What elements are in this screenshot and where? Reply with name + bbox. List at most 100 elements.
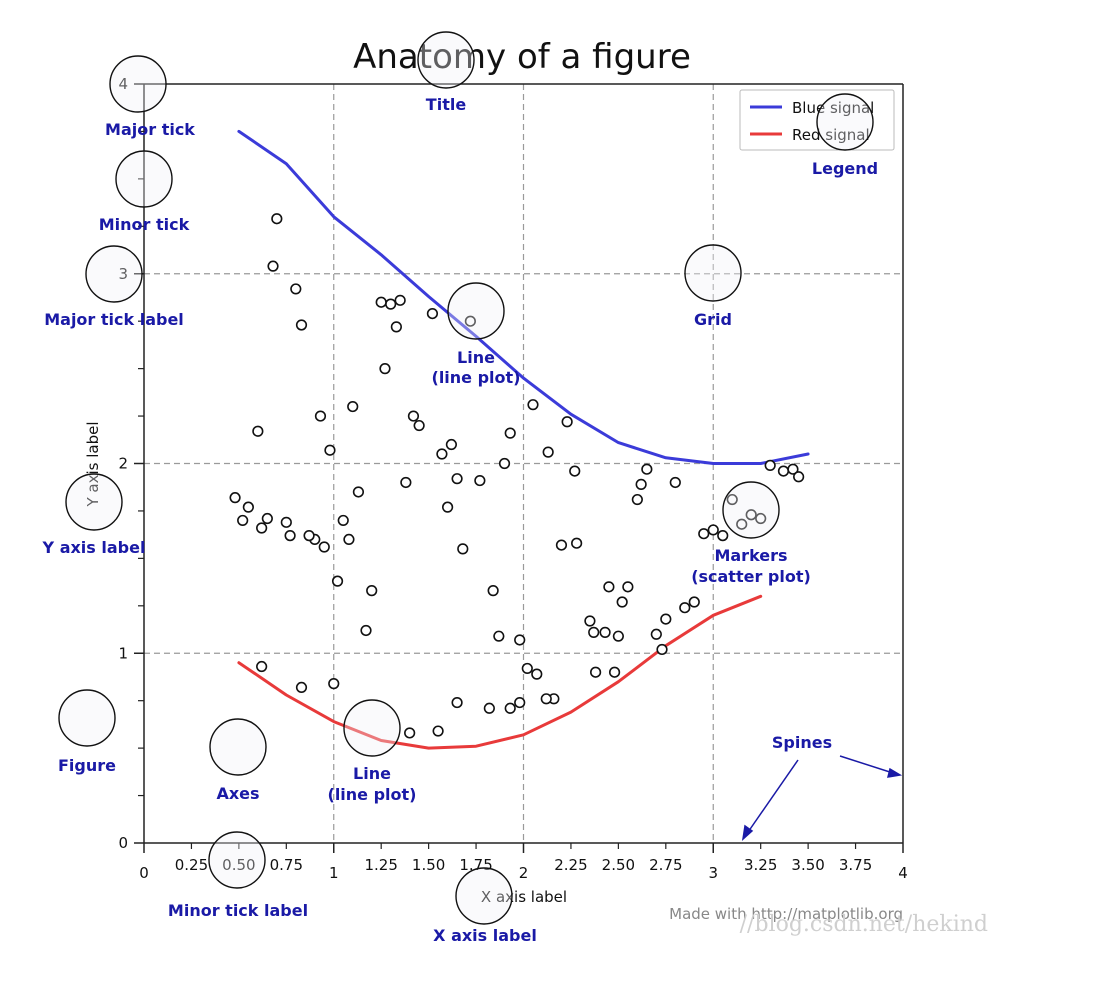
- scatter-point: [483, 702, 495, 714]
- scatter-point: [590, 666, 602, 678]
- annotation-major-tick: Major tick: [105, 120, 195, 139]
- annotation-line-upper-1: Line: [457, 348, 495, 367]
- scatter-point: [698, 528, 710, 540]
- annotation-circles: [58, 31, 874, 925]
- scatter-point: [451, 696, 463, 709]
- scatter-point: [284, 530, 296, 542]
- scatter-point: [656, 643, 668, 656]
- markers-circle: [722, 481, 780, 539]
- scatter-point: [487, 585, 499, 597]
- scatter-point: [366, 585, 378, 597]
- scatter-point: [717, 530, 729, 542]
- scatter-point: [787, 463, 799, 475]
- watermark-text: //blog.csdn.net/hekind: [740, 912, 988, 937]
- y-axis-label: Y axis label: [84, 421, 102, 507]
- x-minor-tick-label: 3.75: [839, 856, 872, 874]
- scatter-point: [599, 626, 611, 638]
- x-minor-tick-label: 2.75: [649, 856, 682, 874]
- scatter-point: [464, 315, 476, 327]
- scatter-point: [521, 662, 533, 675]
- scatter-point: [256, 522, 268, 534]
- scatter-point: [404, 727, 416, 739]
- scatter-point: [347, 400, 359, 413]
- annotation-line-lower-1: Line: [353, 764, 391, 783]
- scatter-point: [474, 474, 486, 487]
- scatter-point: [407, 410, 420, 422]
- scatter-point: [555, 539, 568, 551]
- scatter-point: [331, 575, 344, 587]
- scatter-point: [569, 465, 581, 477]
- x-minor-tick-label: 0.75: [270, 856, 303, 874]
- x-axis-label-circle: [455, 867, 513, 925]
- x-minor-tick-label: 3.50: [791, 856, 824, 874]
- x-minor-tick-label: 2.25: [554, 856, 587, 874]
- scatter-point: [360, 624, 372, 637]
- x-minor-tick-label: 1.75: [459, 856, 492, 874]
- spines-arrowhead-right: [886, 767, 903, 778]
- scatter-point: [542, 446, 554, 458]
- scatter-point: [707, 524, 719, 536]
- tick-labels: 0 1 2 3 4 0.25 0.50 0.75 1.25 1.50 1.75 2.25 2.50 2.7…: [118, 75, 907, 882]
- legend-circle: [816, 93, 874, 151]
- scatter-point: [295, 319, 308, 331]
- annotation-minor-tick-label: Minor tick label: [168, 901, 308, 920]
- major-tick-circle: [109, 55, 167, 113]
- spines-arrow-right: [839, 755, 897, 775]
- scatter-point: [531, 668, 543, 680]
- scatter-point: [271, 213, 283, 225]
- scatter-point: [608, 666, 621, 678]
- scatter-point: [793, 471, 805, 483]
- scatter-point: [432, 725, 444, 737]
- x-major-tick-label: 0: [139, 864, 149, 882]
- legend-red-label: Red signal: [792, 126, 870, 144]
- annotation-grid: Grid: [694, 310, 732, 329]
- annotation-spines: Spines: [772, 733, 832, 752]
- chart-title: Anatomy of a figure: [353, 37, 691, 77]
- tick-marks: [134, 83, 904, 853]
- x-minor-tick-label: 3.25: [744, 856, 777, 874]
- scatter-point: [390, 321, 402, 333]
- scatter-point: [504, 427, 516, 439]
- scatter-point: [650, 628, 662, 640]
- scatter-point: [603, 581, 615, 593]
- scatter-point: [571, 537, 583, 549]
- spines-arrow-left: [745, 759, 799, 836]
- series-line-0: [237, 129, 810, 465]
- scatter-point: [290, 283, 302, 295]
- scatter-point: [237, 514, 249, 527]
- x-major-tick-label: 4: [898, 864, 908, 882]
- x-minor-tick-label: 1.25: [364, 856, 397, 874]
- scatter-point: [256, 660, 268, 673]
- x-minor-tick-label: 0.25: [175, 856, 208, 874]
- x-major-tick-label: 2: [519, 864, 529, 882]
- scatter-point: [303, 530, 315, 542]
- scatter-point: [777, 465, 790, 477]
- scatter-point: [493, 630, 505, 642]
- scatter-point: [413, 419, 425, 432]
- y-major-tick-label: 2: [118, 455, 128, 473]
- scatter-point: [328, 678, 340, 690]
- x-minor-tick-label: 2.50: [602, 856, 635, 874]
- scatter-point: [504, 702, 516, 714]
- annotation-line-lower-2: (line plot): [328, 785, 417, 804]
- scatter-point: [252, 425, 264, 437]
- annotation-figure: Figure: [58, 756, 116, 775]
- scatter-point: [679, 602, 691, 614]
- scatter-point: [436, 448, 448, 460]
- scatter-point: [755, 512, 767, 525]
- y-axis-label-circle: [65, 473, 123, 531]
- scatter-point: [498, 457, 511, 470]
- annotation-minor-tick: Minor tick: [99, 215, 190, 234]
- scatter-point: [352, 486, 365, 498]
- scatter-point: [426, 307, 439, 320]
- annotation-title: Title: [426, 95, 467, 114]
- scatter-point: [400, 476, 412, 489]
- scatter-point: [527, 399, 539, 411]
- minor-tick-circle: [115, 150, 173, 208]
- scatter-point: [324, 444, 336, 456]
- y-major-tick-label: 4: [118, 75, 128, 93]
- scatter-point: [379, 363, 391, 375]
- line-lower-circle: [343, 699, 401, 757]
- annotation-major-tick-label: Major tick label: [44, 310, 184, 329]
